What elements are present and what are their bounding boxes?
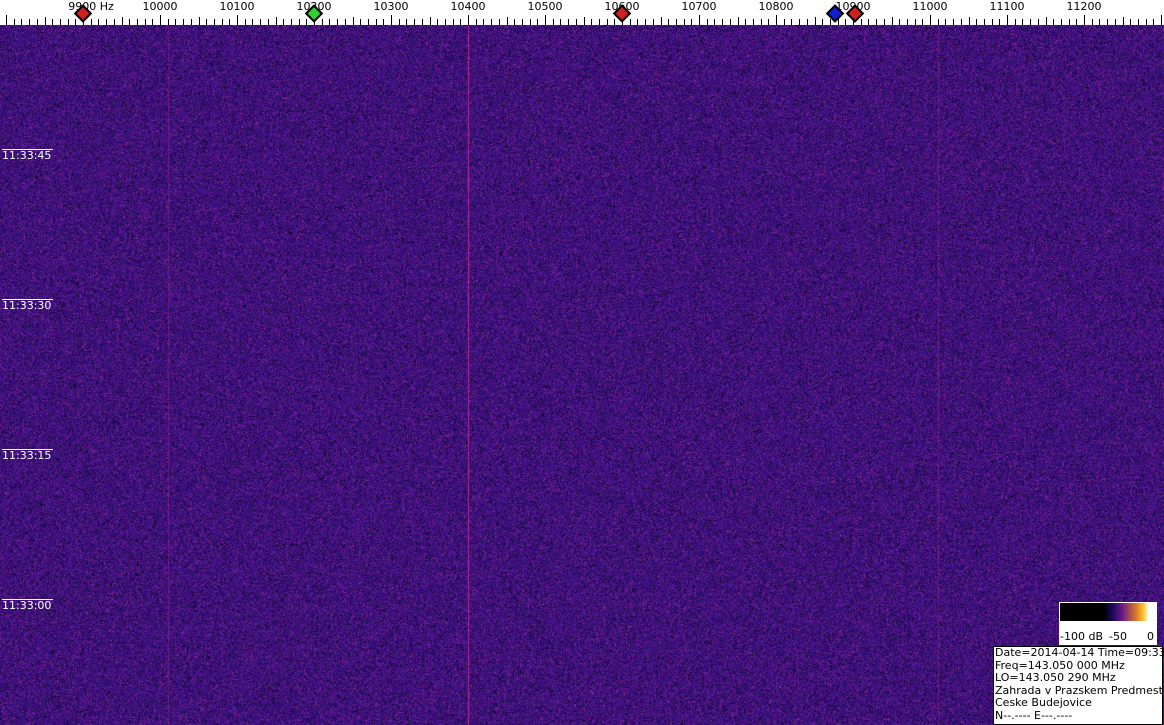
frequency-tick — [1123, 17, 1124, 25]
frequency-tick — [507, 17, 508, 25]
frequency-tick — [545, 15, 546, 25]
frequency-tick — [199, 17, 200, 25]
frequency-tick — [930, 15, 931, 25]
info-date-time: Date=2014-04-14 Time=09:33 UTC — [995, 647, 1162, 660]
frequency-tick — [584, 17, 585, 25]
frequency-tick — [738, 17, 739, 25]
frequency-label: 10800 — [759, 0, 794, 13]
frequency-label: 10500 — [528, 0, 563, 13]
frequency-tick — [1161, 15, 1162, 25]
frequency-tick — [969, 17, 970, 25]
frequency-label: 10000 — [143, 0, 178, 13]
frequency-tick — [815, 17, 816, 25]
time-label: 11:33:45 — [2, 149, 53, 162]
frequency-tick — [699, 15, 700, 25]
frequency-tick — [6, 15, 7, 25]
frequency-label: 10400 — [451, 0, 486, 13]
frequency-tick — [122, 17, 123, 25]
frequency-label: 11000 — [913, 0, 948, 13]
frequency-tick — [160, 15, 161, 25]
frequency-tick — [430, 17, 431, 25]
waterfall-spectrogram[interactable] — [0, 25, 1164, 725]
frequency-tick — [45, 17, 46, 25]
frequency-label: 10300 — [374, 0, 409, 13]
frequency-tick — [892, 17, 893, 25]
frequency-tick — [1084, 15, 1085, 25]
frequency-label: 11100 — [990, 0, 1025, 13]
frequency-tick — [661, 17, 662, 25]
time-label: 11:33:30 — [2, 299, 53, 312]
frequency-label: 10100 — [220, 0, 255, 13]
info-coordinates: N--.---- E---.---- — [995, 710, 1162, 723]
frequency-label: 10700 — [682, 0, 717, 13]
frequency-tick — [276, 17, 277, 25]
frequency-tick — [776, 15, 777, 25]
frequency-scale: 9900 Hz100001010010200103001040010500106… — [0, 0, 1164, 25]
station-info-box: Date=2014-04-14 Time=09:33 UTC Freq=143.… — [993, 646, 1163, 725]
info-lo: LO=143.050 290 MHz — [995, 672, 1162, 685]
legend-label-min: -100 dB — [1060, 631, 1103, 643]
frequency-tick — [353, 17, 354, 25]
frequency-tick — [1007, 15, 1008, 25]
time-label: 11:33:00 — [2, 599, 53, 612]
color-gradient-bar — [1060, 603, 1156, 621]
frequency-tick — [391, 15, 392, 25]
time-label: 11:33:15 — [2, 449, 53, 462]
legend-label-mid: -50 — [1109, 631, 1127, 643]
color-legend: -100 dB -50 0 — [1059, 602, 1157, 645]
info-city: Ceske Budejovice — [995, 697, 1162, 710]
frequency-tick — [237, 15, 238, 25]
frequency-label: 11200 — [1067, 0, 1102, 13]
frequency-tick — [468, 15, 469, 25]
legend-label-max: 0 — [1147, 631, 1154, 643]
frequency-tick — [1046, 17, 1047, 25]
